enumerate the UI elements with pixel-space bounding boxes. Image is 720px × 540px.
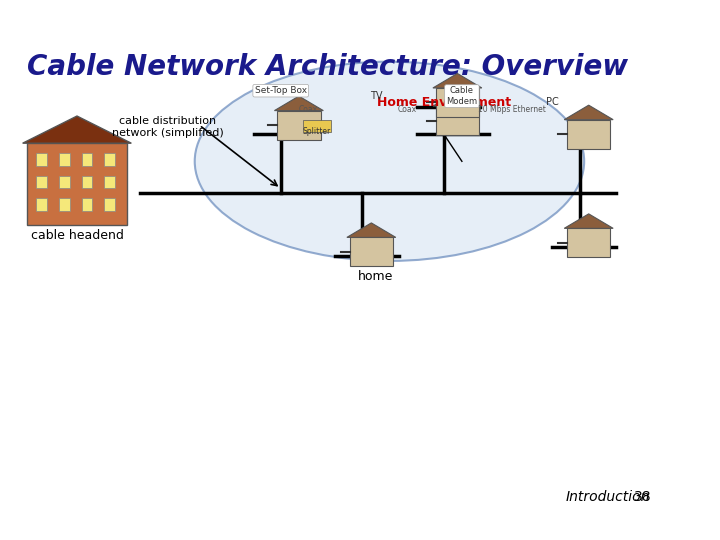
Text: Introduction: Introduction xyxy=(566,490,650,504)
Bar xyxy=(104,176,115,188)
Text: Coax: Coax xyxy=(298,105,318,113)
Bar xyxy=(567,228,611,258)
Text: Set-Top Box: Set-Top Box xyxy=(255,86,307,95)
Bar xyxy=(81,153,92,166)
Bar xyxy=(104,153,115,166)
Text: 38: 38 xyxy=(634,490,652,504)
Bar xyxy=(59,176,70,188)
Bar xyxy=(27,143,127,225)
Bar xyxy=(436,106,479,135)
Polygon shape xyxy=(347,223,396,238)
Bar xyxy=(303,120,330,132)
Polygon shape xyxy=(274,96,323,111)
Bar xyxy=(81,176,92,188)
Polygon shape xyxy=(433,73,482,88)
Polygon shape xyxy=(22,116,131,143)
Text: cable headend: cable headend xyxy=(30,230,123,242)
Bar xyxy=(59,199,70,211)
Bar xyxy=(36,199,47,211)
Bar xyxy=(277,111,320,139)
Text: Splitter: Splitter xyxy=(303,127,331,136)
Bar xyxy=(104,199,115,211)
Text: Coax: Coax xyxy=(398,105,417,113)
Bar xyxy=(81,199,92,211)
Text: TV: TV xyxy=(369,91,382,101)
Polygon shape xyxy=(564,105,613,120)
Bar xyxy=(350,238,393,266)
Polygon shape xyxy=(564,214,613,228)
Text: 10 Mbps Ethernet: 10 Mbps Ethernet xyxy=(478,105,546,113)
Text: cable distribution
network (simplified): cable distribution network (simplified) xyxy=(112,116,223,138)
Text: Cable
Modem: Cable Modem xyxy=(446,86,477,106)
Text: Home Environment: Home Environment xyxy=(377,96,511,109)
Bar xyxy=(59,153,70,166)
Bar xyxy=(436,88,479,117)
Bar xyxy=(36,176,47,188)
Text: home: home xyxy=(358,270,394,283)
Polygon shape xyxy=(433,92,482,106)
Bar xyxy=(36,153,47,166)
Text: Cable Network Architecture: Overview: Cable Network Architecture: Overview xyxy=(27,52,628,80)
Text: PC: PC xyxy=(546,97,559,107)
Bar xyxy=(567,120,611,148)
Ellipse shape xyxy=(194,62,584,261)
